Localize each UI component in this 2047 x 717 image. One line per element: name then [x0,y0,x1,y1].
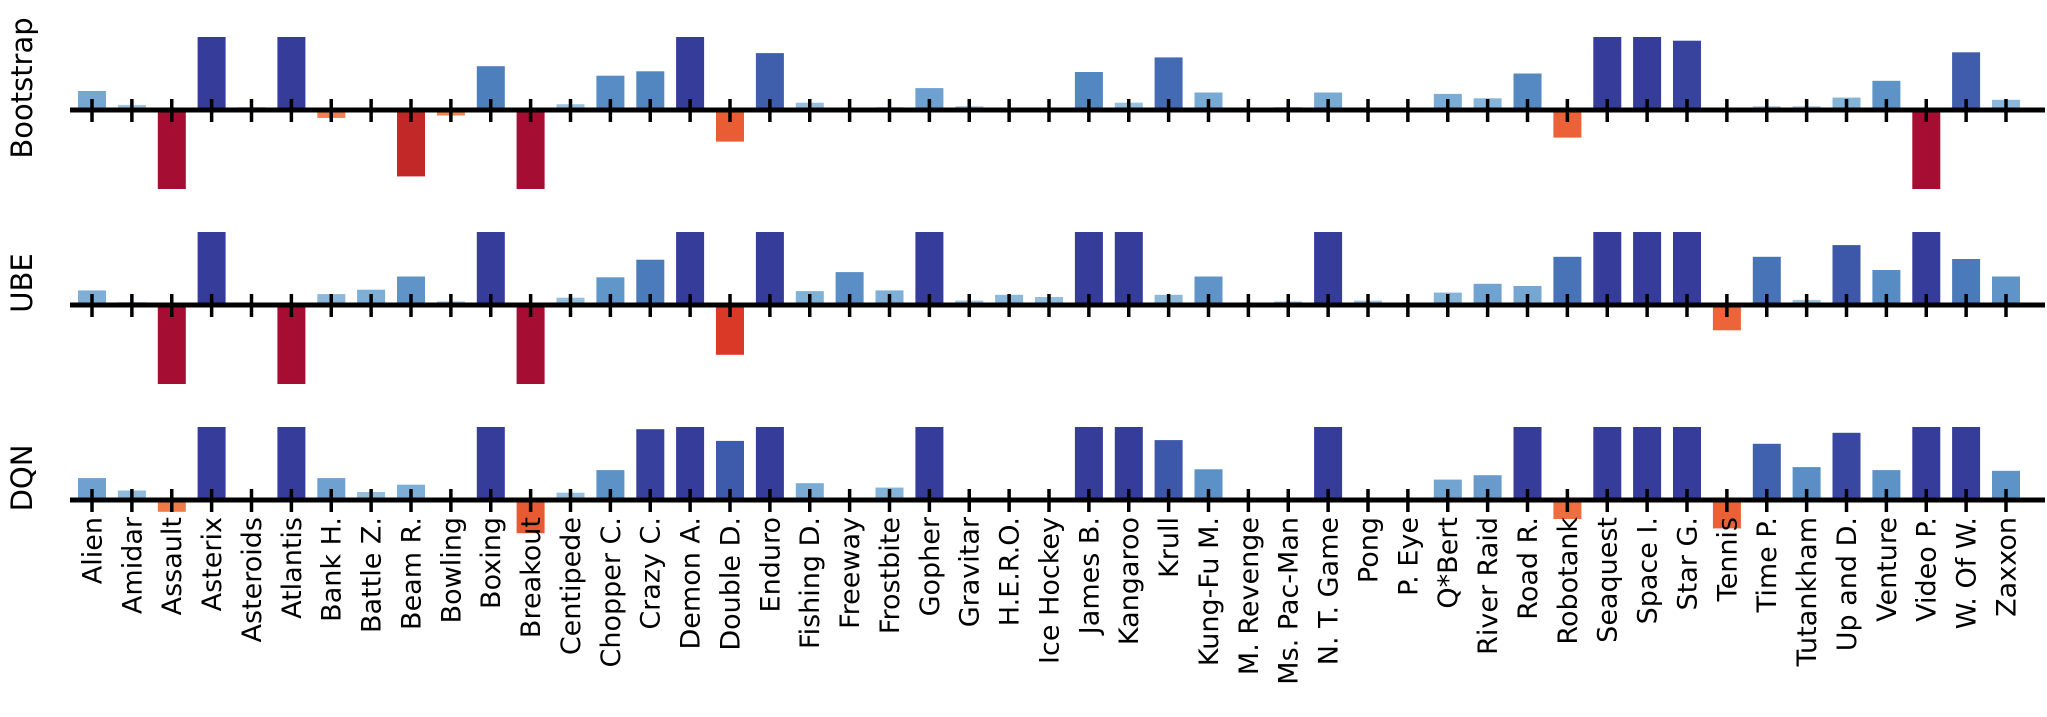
bar-ube-james-b- [1074,232,1103,305]
bar-dqn-asterix [197,427,226,500]
bar-ube-breakout [516,305,545,384]
category-label-amidar: Amidar [117,516,148,614]
bar-bootstrap-atlantis [277,37,306,110]
category-label-breakout: Breakout [516,517,547,638]
category-label-double-d-: Double D. [716,517,747,651]
category-label-robotank: Robotank [1553,517,1584,645]
category-label-space-i-: Space I. [1633,517,1664,624]
row-label-dqn: DQN [5,445,39,512]
category-label-fishing-d-: Fishing D. [795,517,826,649]
category-label-ice-hockey: Ice Hockey [1035,517,1066,664]
category-label-star-g-: Star G. [1673,517,1704,610]
bar-bootstrap-space-i- [1633,37,1662,110]
category-label-asteroids: Asteroids [237,517,268,642]
category-label-ms-pac-man: Ms. Pac-Man [1274,517,1305,685]
category-label-m-revenge: M. Revenge [1234,517,1265,675]
category-label-demon-a-: Demon A. [676,517,707,650]
category-label-gravitar: Gravitar [955,516,986,627]
bar-dqn-kangaroo [1114,427,1143,500]
category-label-n-t-game: N. T. Game [1314,517,1345,665]
bar-bootstrap-star-g- [1673,40,1701,111]
bar-ube-enduro [755,232,784,305]
bar-dqn-star-g- [1673,427,1701,500]
category-label-h-e-r-o-: H.E.R.O. [995,517,1026,626]
bar-dqn-demon-a- [676,427,705,500]
category-label-assault: Assault [157,517,188,615]
category-label-kangaroo: Kangaroo [1114,517,1145,645]
category-label-venture: Venture [1872,517,1903,622]
bar-bootstrap-assault [157,110,186,189]
category-label-tutankham: Tutankham [1792,517,1823,667]
panel-ube: UBE [5,232,2045,384]
category-label-p-eye: P. Eye [1393,517,1424,596]
bar-dqn-space-i- [1633,427,1662,500]
bar-ube-gopher [915,232,944,305]
bar-dqn-n-t-game [1314,427,1343,500]
bar-dqn-road-r- [1513,427,1542,500]
category-label-atlantis: Atlantis [277,517,308,619]
bar-dqn-james-b- [1074,427,1103,500]
bar-ube-asterix [197,232,226,305]
category-label-asterix: Asterix [197,517,228,611]
bar-ube-kangaroo [1114,232,1143,305]
category-label-crazy-c-: Crazy C. [636,517,667,630]
bar-dqn-gopher [915,427,944,500]
bar-dqn-w-of-w- [1952,427,1981,500]
category-label-boxing: Boxing [476,517,507,609]
bar-dqn-video-p- [1912,427,1941,500]
category-label-battle-z-: Battle Z. [357,517,388,633]
bar-dqn-boxing [476,427,505,500]
bar-dqn-up-and-d- [1832,432,1861,500]
category-label-krull: Krull [1154,517,1185,578]
category-label-river-raid: River Raid [1473,517,1504,655]
x-axis-category-labels: Alien Amidar Assault Asterix Asteroids Atlant… [78,516,2023,685]
bar-ube-space-i- [1633,232,1662,305]
bar-bootstrap-demon-a- [676,37,705,110]
bar-ube-video-p- [1912,232,1941,305]
category-label-pong: Pong [1354,517,1385,583]
bar-ube-n-t-game [1314,232,1343,305]
category-label-tennis: Tennis [1712,517,1743,602]
bar-bootstrap-asterix [197,37,226,110]
bar-ube-star-g- [1673,232,1701,305]
category-label-bank-h-: Bank H. [317,517,348,622]
row-label-ube: UBE [5,253,39,312]
category-label-q-bert: Q*Bert [1433,517,1464,609]
category-label-james-b-: James B. [1074,517,1105,636]
category-label-road-r-: Road R. [1513,517,1544,620]
category-label-kung-fu-m-: Kung-Fu M. [1194,517,1225,666]
category-label-time-p-: Time P. [1752,517,1783,613]
bar-dqn-seaquest [1593,427,1622,500]
category-label-bowling: Bowling [436,517,467,623]
category-label-zaxxon: Zaxxon [1992,517,2023,617]
bar-bootstrap-breakout [516,110,545,189]
bar-ube-seaquest [1593,232,1622,305]
row-label-bootstrap: Bootstrap [5,17,39,158]
category-label-alien: Alien [78,517,109,584]
category-label-freeway: Freeway [835,517,866,629]
panel-bootstrap: Bootstrap [5,17,2045,189]
category-label-frostbite: Frostbite [875,517,906,634]
bar-ube-boxing [476,232,505,305]
panel-dqn: DQN [5,427,2045,534]
bar-dqn-enduro [755,427,784,500]
bar-ube-demon-a- [676,232,705,305]
category-label-video-p-: Video P. [1912,517,1943,622]
category-label-seaquest: Seaquest [1593,517,1624,643]
bar-dqn-crazy-c- [636,429,665,500]
category-label-up-and-d-: Up and D. [1832,517,1863,651]
category-label-beam-r-: Beam R. [396,517,427,630]
bar-bootstrap-seaquest [1593,37,1622,110]
category-label-enduro: Enduro [755,517,786,612]
bar-ube-atlantis [277,305,306,384]
bar-bootstrap-video-p- [1912,110,1941,189]
category-label-chopper-c-: Chopper C. [596,517,627,668]
category-label-centipede: Centipede [556,517,587,655]
bar-dqn-atlantis [277,427,306,500]
bar-ube-assault [157,305,186,384]
category-label-gopher: Gopher [915,516,946,616]
category-label-w-of-w-: W. Of W. [1952,517,1983,629]
